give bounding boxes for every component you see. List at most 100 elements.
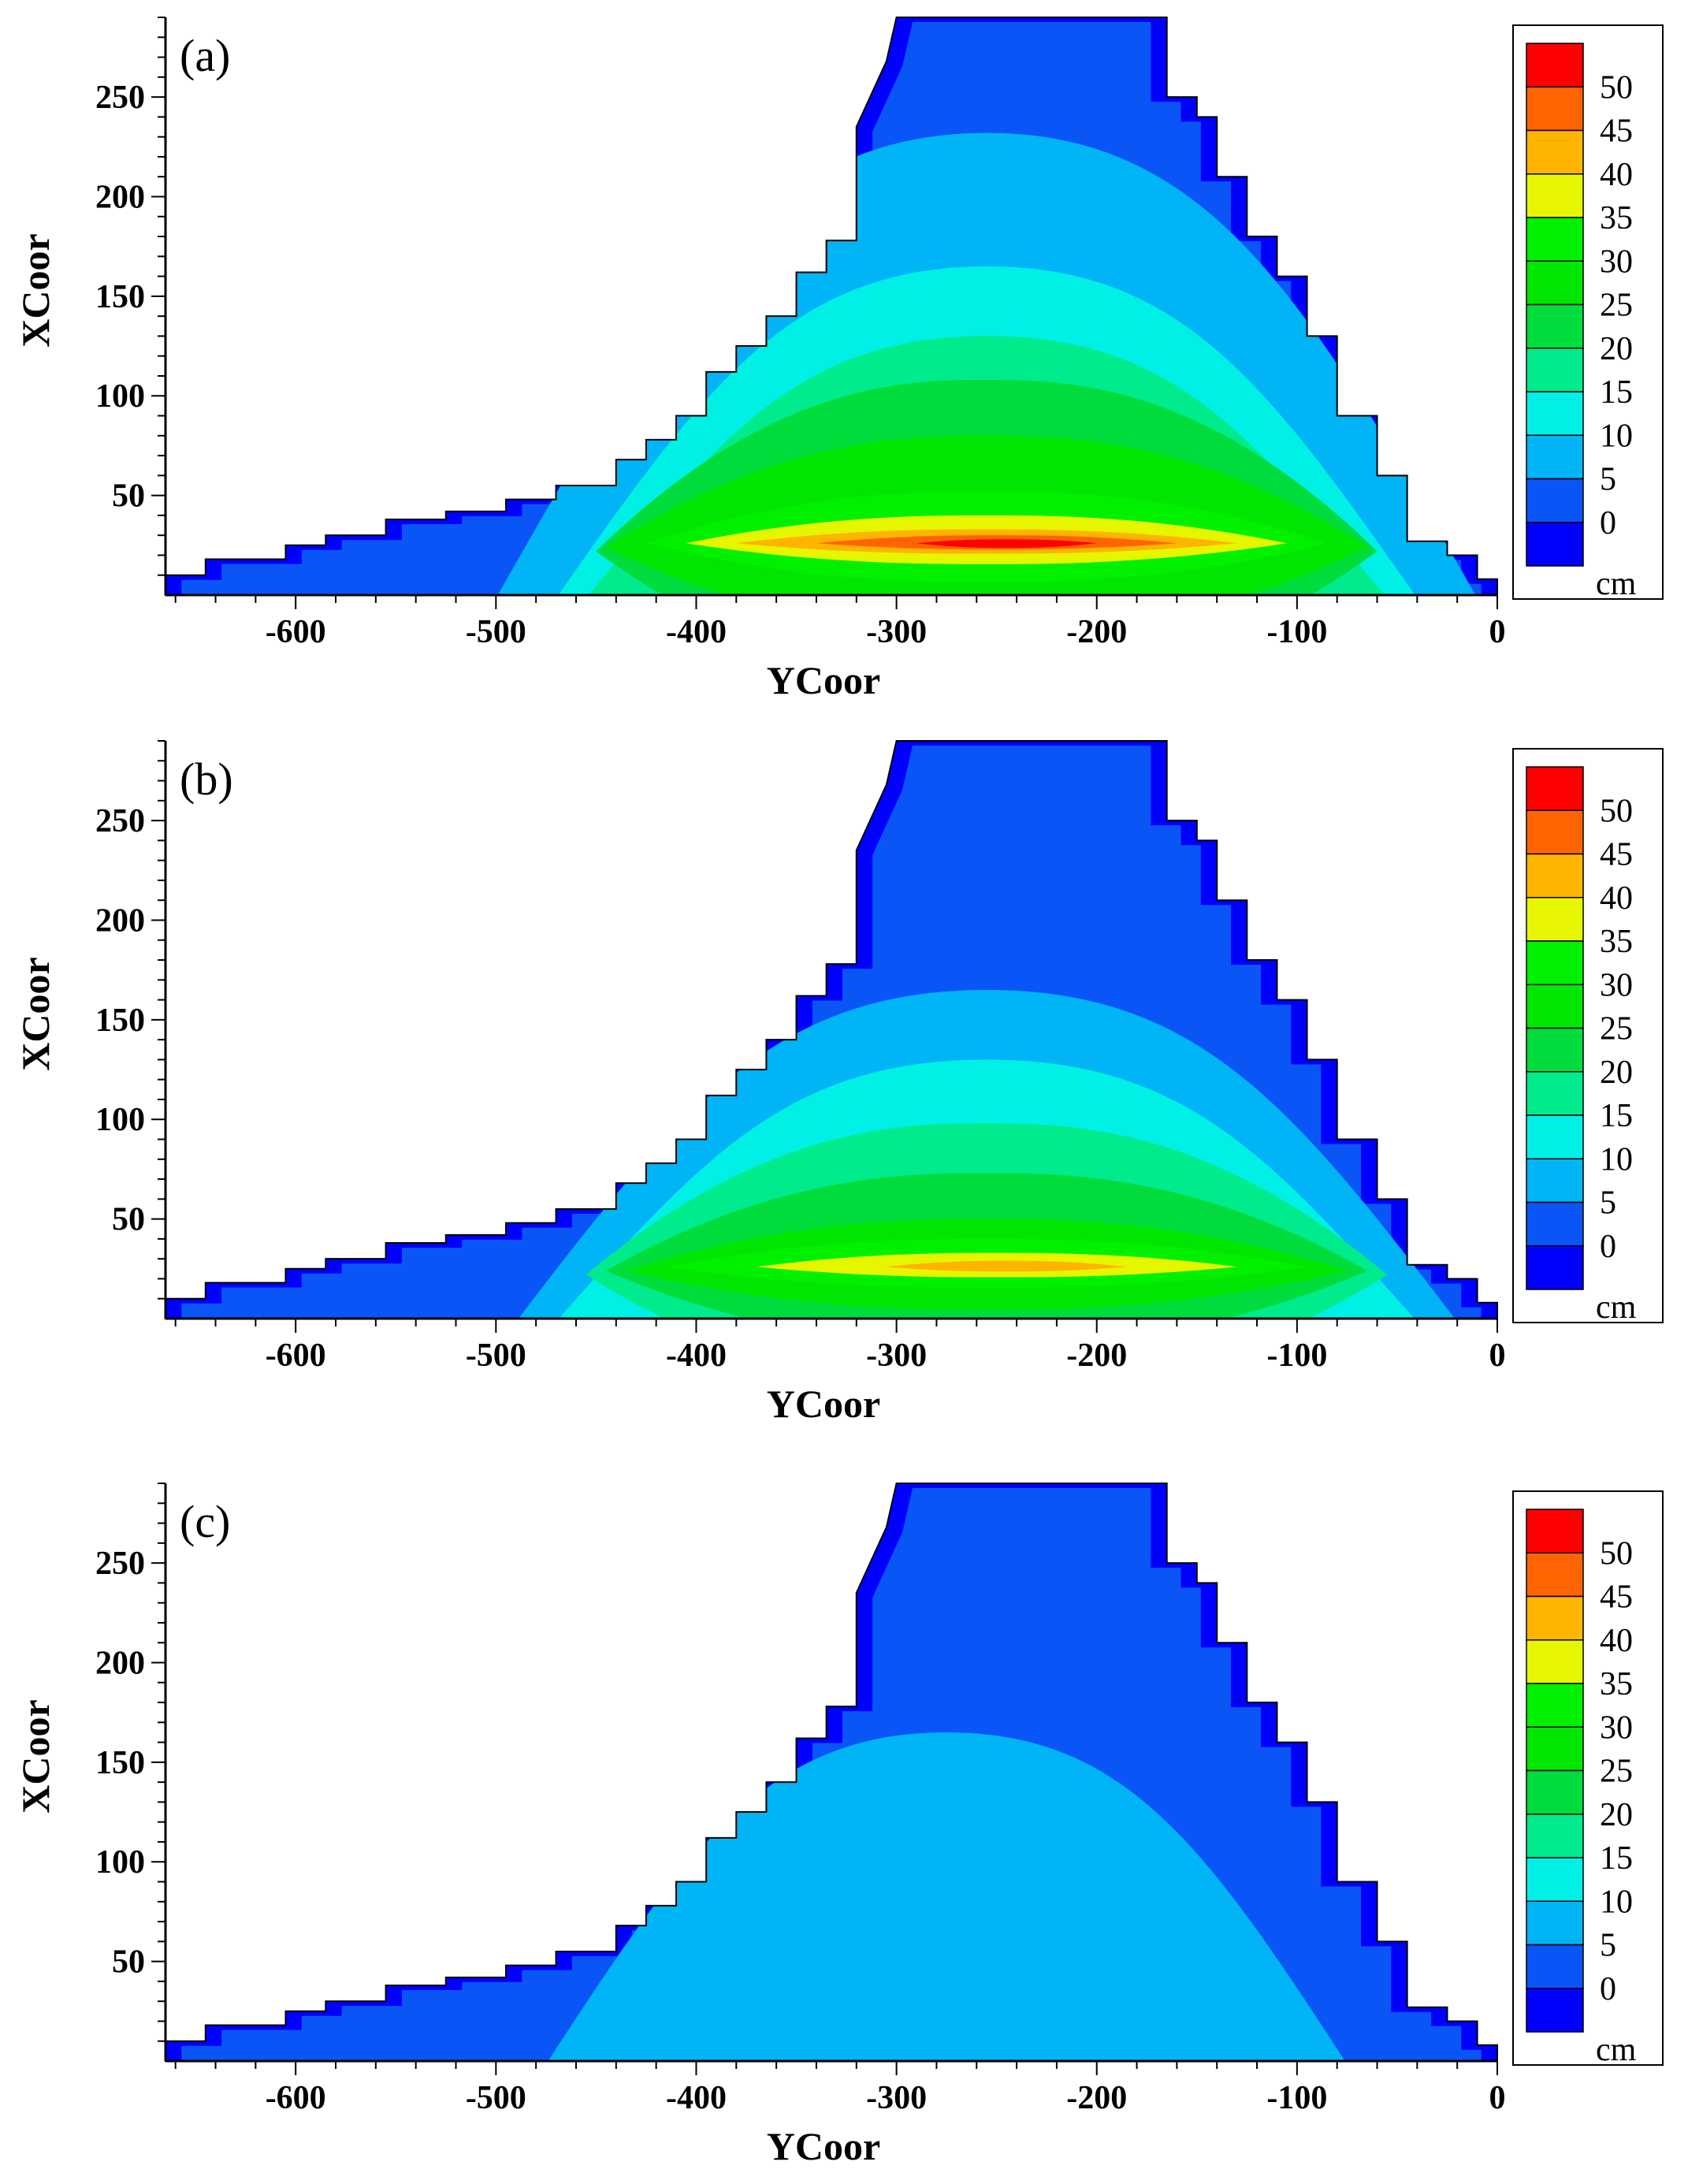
colorbar-tick-label: 50 xyxy=(1600,793,1633,829)
colorbar-cell xyxy=(1526,173,1584,218)
colorbar-cell xyxy=(1526,809,1584,855)
colorbar-tick-label: 40 xyxy=(1600,1623,1633,1659)
colorbar-tick-label: 35 xyxy=(1600,200,1633,236)
y-axis-title: XCoor xyxy=(13,233,58,347)
colorbar-cell xyxy=(1526,1726,1584,1772)
colorbar-tick-label: 30 xyxy=(1600,244,1633,280)
x-tick-label: -100 xyxy=(1266,614,1327,650)
colorbar-cell xyxy=(1526,766,1584,811)
colorbar-cell xyxy=(1526,940,1584,985)
colorbar-cell xyxy=(1526,1857,1584,1902)
x-axis-title: YCoor xyxy=(767,1382,880,1426)
colorbar-tick-label: 0 xyxy=(1600,1229,1616,1265)
colorbar-tick-label: 15 xyxy=(1600,374,1633,411)
colorbar-cell xyxy=(1526,391,1584,436)
colorbar-tick-label: 35 xyxy=(1600,1666,1633,1702)
panel-label: (a) xyxy=(180,30,230,81)
colorbar-cell xyxy=(1526,1814,1584,1858)
colorbar-tick-label: 30 xyxy=(1600,967,1633,1003)
colorbar-cell xyxy=(1526,1944,1584,1989)
domain-outline xyxy=(165,740,1498,1319)
colorbar-tick-label: 25 xyxy=(1600,288,1633,324)
contour-panel-b: -600 -500 -400 -300 -200 -100 0 50 100 150 200 250 Y… xyxy=(0,724,1688,1433)
colorbar-cell xyxy=(1526,853,1584,899)
contour-chart-c: -600 -500 -400 -300 -200 -100 050100150200250Y… xyxy=(13,1483,1664,2168)
colorbar-tick-label: 10 xyxy=(1600,1884,1633,1920)
x-tick-label: 0 xyxy=(1489,2080,1506,2116)
colorbar-cell xyxy=(1526,1071,1584,1116)
colorbar-cell xyxy=(1526,1769,1584,1815)
colorbar-cell xyxy=(1526,1595,1584,1641)
x-tick-label: -600 xyxy=(266,1338,326,1374)
colorbar-tick-label: 20 xyxy=(1600,1797,1633,1833)
colorbar-tick-label: 45 xyxy=(1600,1579,1633,1616)
x-tick-label: -300 xyxy=(866,1338,927,1374)
x-tick-label: 0 xyxy=(1489,1338,1506,1374)
panel-label: (b) xyxy=(180,753,233,805)
colorbar-tick-label: 0 xyxy=(1600,505,1616,541)
colorbar-cell xyxy=(1526,1552,1584,1598)
x-tick-label: -200 xyxy=(1066,1338,1127,1374)
colorbar-cell xyxy=(1526,434,1584,480)
colorbar-tick-label: 35 xyxy=(1600,924,1633,960)
contour-level-40-45 xyxy=(886,1260,1127,1272)
colorbar-tick-label: 45 xyxy=(1600,837,1633,873)
x-tick-label: -400 xyxy=(666,614,727,650)
contour-fills xyxy=(181,1488,1482,2061)
colorbar-tick-label: 40 xyxy=(1600,880,1633,917)
x-tick-label: -600 xyxy=(266,2080,326,2116)
colorbar-tick-label: 45 xyxy=(1600,113,1633,150)
x-axis-title: YCoor xyxy=(767,2124,880,2168)
colorbar-cell xyxy=(1526,43,1584,87)
x-tick-label: -300 xyxy=(866,614,927,650)
x-tick-label: -300 xyxy=(866,2080,927,2116)
colorbar-cell xyxy=(1526,1245,1584,1290)
y-tick-label: 250 xyxy=(95,1546,145,1582)
y-tick-label: 250 xyxy=(95,803,145,839)
domain-outline xyxy=(165,1483,1498,2062)
y-axis-title: XCoor xyxy=(13,957,58,1070)
x-tick-label: -500 xyxy=(466,2080,526,2116)
colorbar-cell xyxy=(1526,1509,1584,1553)
colorbar-tick-label: 5 xyxy=(1600,1185,1616,1222)
y-tick-label: 50 xyxy=(112,1944,145,1981)
x-tick-label: -400 xyxy=(666,1338,727,1374)
y-tick-label: 150 xyxy=(95,1003,145,1039)
colorbar-cell xyxy=(1526,129,1584,175)
colorbar-unit: cm xyxy=(1596,2032,1637,2068)
colorbar-tick-label: 25 xyxy=(1600,1011,1633,1047)
colorbar-tick-label: 10 xyxy=(1600,418,1633,454)
colorbar-cell xyxy=(1526,217,1584,262)
colorbar-unit: cm xyxy=(1596,1289,1637,1326)
y-tick-label: 250 xyxy=(95,80,145,116)
colorbar-cell xyxy=(1526,1158,1584,1204)
contour-level-5-10 xyxy=(545,1732,1348,2061)
colorbar-tick-label: 10 xyxy=(1600,1141,1633,1178)
colorbar-tick-label: 50 xyxy=(1600,1535,1633,1572)
colorbar-cell xyxy=(1526,1027,1584,1073)
colorbar-tick-label: 40 xyxy=(1600,157,1633,193)
x-tick-label: -500 xyxy=(466,1338,526,1374)
colorbar-tick-label: 5 xyxy=(1600,1928,1616,1964)
colorbar-cell xyxy=(1526,1988,1584,2033)
y-tick-label: 50 xyxy=(112,1202,145,1238)
colorbar-tick-label: 20 xyxy=(1600,331,1633,367)
contour-chart-a: -600 -500 -400 -300 -200 -100 050100150200250Y… xyxy=(13,17,1664,702)
y-tick-label: 100 xyxy=(95,1844,145,1881)
colorbar-cell xyxy=(1526,1900,1584,1946)
colorbar-cell xyxy=(1526,1114,1584,1159)
colorbar-tick-label: 30 xyxy=(1600,1710,1633,1746)
colorbar-tick-label: 20 xyxy=(1600,1055,1633,1091)
colorbar-cell xyxy=(1526,303,1584,349)
colorbar-tick-label: 15 xyxy=(1600,1840,1633,1877)
x-tick-label: -600 xyxy=(266,614,326,650)
contour-level-50+ xyxy=(917,539,1097,549)
contour-fills xyxy=(181,22,1482,595)
colorbar-cell xyxy=(1526,1201,1584,1247)
x-tick-label: -100 xyxy=(1266,2080,1327,2116)
colorbar-tick-label: 25 xyxy=(1600,1754,1633,1790)
y-tick-label: 50 xyxy=(112,478,145,515)
colorbar-tick-label: 5 xyxy=(1600,462,1616,498)
colorbar-cell xyxy=(1526,1683,1584,1728)
y-tick-label: 100 xyxy=(95,378,145,415)
